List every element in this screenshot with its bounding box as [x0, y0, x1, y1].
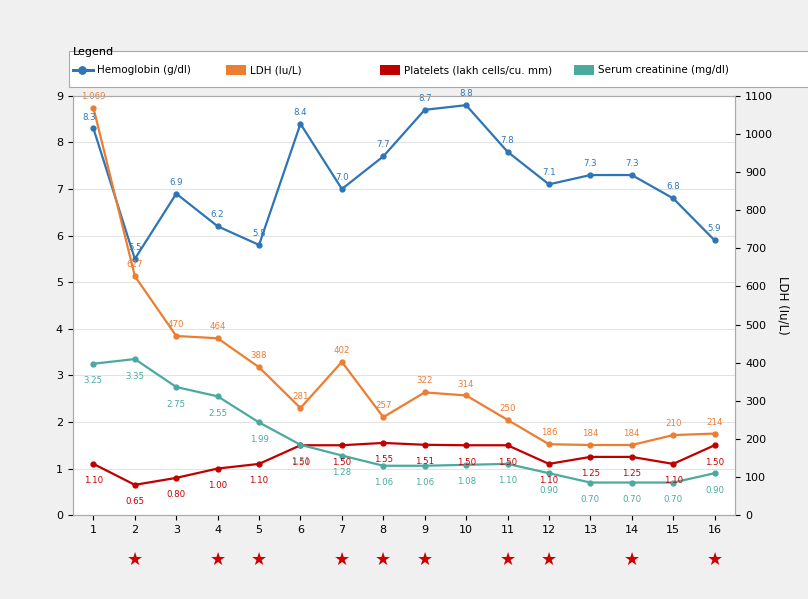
Text: Platelets (lakh cells/cu. mm): Platelets (lakh cells/cu. mm): [404, 65, 552, 75]
Text: 2.75: 2.75: [166, 400, 186, 409]
Text: 1.06: 1.06: [374, 478, 393, 487]
Text: Legend: Legend: [73, 47, 114, 57]
Text: 0.80: 0.80: [166, 491, 186, 500]
Text: 6.8: 6.8: [667, 182, 680, 192]
Text: 0.70: 0.70: [581, 495, 600, 504]
Text: ★: ★: [624, 551, 640, 569]
Text: 1.51: 1.51: [291, 457, 310, 466]
Text: 3.35: 3.35: [125, 371, 145, 380]
Text: 7.3: 7.3: [625, 159, 638, 168]
Text: 1.10: 1.10: [663, 476, 683, 485]
Text: 314: 314: [458, 380, 474, 389]
Text: 8.3: 8.3: [82, 113, 96, 122]
Text: 1.99: 1.99: [250, 435, 268, 444]
Text: 5.8: 5.8: [252, 229, 266, 238]
Text: 281: 281: [292, 392, 309, 401]
Text: 1.10: 1.10: [540, 476, 558, 485]
Text: ★: ★: [375, 551, 391, 569]
Text: 388: 388: [250, 351, 267, 360]
Text: ★: ★: [251, 551, 267, 569]
Text: Platelets (lakh cells/cu. mm): Platelets (lakh cells/cu. mm): [404, 65, 552, 75]
Text: 1.10: 1.10: [250, 476, 268, 485]
Text: 186: 186: [541, 428, 558, 437]
Text: 1.06: 1.06: [415, 478, 434, 487]
Text: 1.08: 1.08: [457, 477, 476, 486]
Text: ★: ★: [499, 551, 516, 569]
Text: 7.7: 7.7: [377, 140, 390, 150]
Text: 7.0: 7.0: [335, 173, 349, 182]
Text: 7.3: 7.3: [583, 159, 597, 168]
Text: 1.50: 1.50: [291, 458, 310, 467]
Text: 1.28: 1.28: [332, 468, 351, 477]
Text: 1.00: 1.00: [208, 481, 227, 490]
Text: 1.51: 1.51: [415, 457, 434, 466]
Text: 1.55: 1.55: [374, 455, 393, 464]
Text: 464: 464: [209, 322, 226, 331]
Text: 470: 470: [168, 320, 184, 329]
Text: 257: 257: [375, 401, 392, 410]
Text: 2.55: 2.55: [208, 409, 227, 418]
Text: ★: ★: [334, 551, 350, 569]
Text: Hemoglobin (g/dl): Hemoglobin (g/dl): [97, 65, 191, 75]
Text: 1.10: 1.10: [498, 476, 517, 485]
Text: 184: 184: [582, 429, 599, 438]
Text: 627: 627: [127, 260, 143, 269]
Text: 7.8: 7.8: [501, 136, 515, 145]
Text: ★: ★: [417, 551, 433, 569]
Text: 6.9: 6.9: [170, 178, 183, 187]
Text: 1.25: 1.25: [581, 470, 600, 479]
Text: 5.5: 5.5: [128, 243, 141, 252]
Text: 5.9: 5.9: [708, 224, 722, 234]
Text: 0.90: 0.90: [540, 486, 558, 495]
Text: 0.70: 0.70: [663, 495, 683, 504]
Text: 0.65: 0.65: [125, 497, 145, 506]
Text: ★: ★: [541, 551, 557, 569]
Text: 0.90: 0.90: [705, 486, 724, 495]
Text: ★: ★: [127, 551, 143, 569]
Text: Legend: Legend: [73, 47, 114, 57]
Y-axis label: LDH (Iu/L): LDH (Iu/L): [776, 276, 789, 335]
Text: 3.25: 3.25: [84, 376, 103, 385]
Text: 8.7: 8.7: [418, 94, 431, 103]
Text: ★: ★: [209, 551, 225, 569]
Text: Hemoglobin (g/dl): Hemoglobin (g/dl): [97, 65, 191, 75]
Text: 214: 214: [706, 418, 723, 426]
Text: 210: 210: [665, 419, 681, 428]
Text: 0.70: 0.70: [622, 495, 642, 504]
Text: 402: 402: [334, 346, 350, 355]
Text: 250: 250: [499, 404, 516, 413]
Text: 322: 322: [416, 376, 433, 385]
Text: 1.50: 1.50: [498, 458, 517, 467]
Text: 1.25: 1.25: [622, 470, 642, 479]
Text: 1.069: 1.069: [81, 92, 106, 101]
Text: 184: 184: [624, 429, 640, 438]
Text: 1.50: 1.50: [332, 458, 351, 467]
Text: 8.8: 8.8: [459, 89, 473, 98]
Text: 1.10: 1.10: [84, 476, 103, 485]
Text: 1.50: 1.50: [457, 458, 476, 467]
Text: Serum creatinine (mg/dl): Serum creatinine (mg/dl): [598, 65, 729, 75]
Text: 7.1: 7.1: [542, 168, 556, 177]
Text: LDH (Iu/L): LDH (Iu/L): [250, 65, 302, 75]
Text: LDH (Iu/L): LDH (Iu/L): [250, 65, 302, 75]
Text: 8.4: 8.4: [293, 108, 307, 117]
Text: Serum creatinine (mg/dl): Serum creatinine (mg/dl): [598, 65, 729, 75]
Text: 1.50: 1.50: [705, 458, 724, 467]
Text: ★: ★: [706, 551, 722, 569]
Text: 6.2: 6.2: [211, 210, 225, 219]
